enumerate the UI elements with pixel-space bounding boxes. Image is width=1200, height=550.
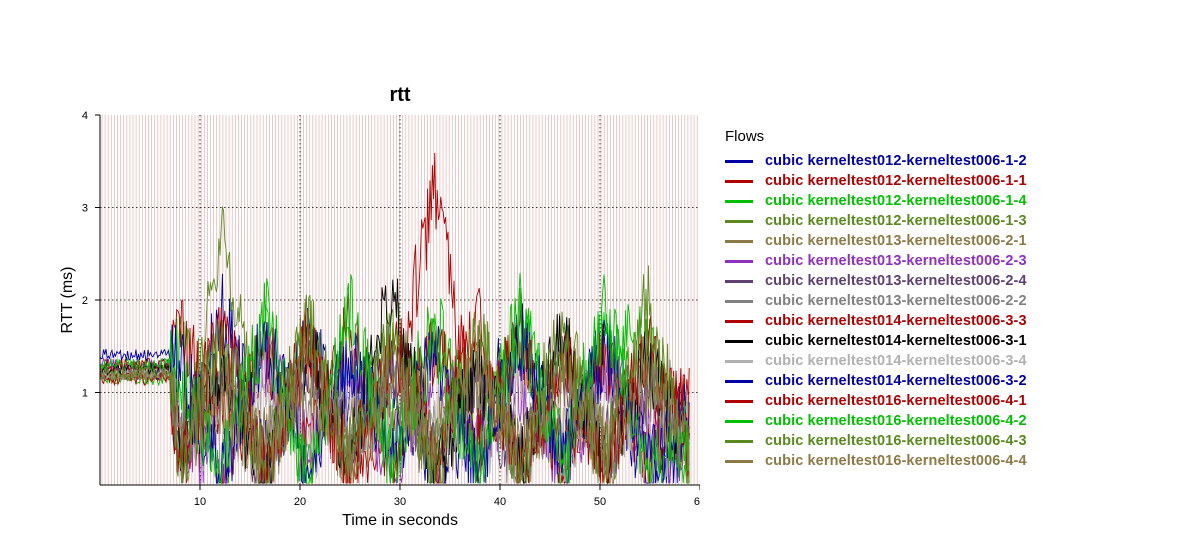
legend-item: cubic kerneltest012-kerneltest006-1-3 <box>725 211 1027 231</box>
legend-label: cubic kerneltest014-kerneltest006-3-4 <box>765 353 1027 369</box>
legend-item: cubic kerneltest013-kerneltest006-2-4 <box>725 271 1027 291</box>
legend-item: cubic kerneltest014-kerneltest006-3-1 <box>725 331 1027 351</box>
legend-label: cubic kerneltest012-kerneltest006-1-1 <box>765 173 1027 189</box>
legend-item: cubic kerneltest016-kerneltest006-4-1 <box>725 391 1027 411</box>
legend-swatch <box>725 399 753 403</box>
legend-item: cubic kerneltest016-kerneltest006-4-3 <box>725 431 1027 451</box>
legend-swatch <box>725 459 753 463</box>
series-line <box>99 274 690 485</box>
legend-label: cubic kerneltest012-kerneltest006-1-2 <box>765 153 1027 169</box>
legend-item: cubic kerneltest012-kerneltest006-1-2 <box>725 151 1027 171</box>
legend-swatch <box>725 299 753 303</box>
legend-item: cubic kerneltest014-kerneltest006-3-4 <box>725 351 1027 371</box>
legend-item: cubic kerneltest013-kerneltest006-2-2 <box>725 291 1027 311</box>
legend-items: cubic kerneltest012-kerneltest006-1-2 cub… <box>725 151 1027 471</box>
legend-item: cubic kerneltest012-kerneltest006-1-4 <box>725 191 1027 211</box>
legend-item: cubic kerneltest012-kerneltest006-1-1 <box>725 171 1027 191</box>
y-tick-label: 4 <box>82 110 88 122</box>
legend-label: cubic kerneltest014-kerneltest006-3-3 <box>765 313 1027 329</box>
x-tick-label: 20 <box>294 496 306 508</box>
legend-item: cubic kerneltest013-kerneltest006-2-3 <box>725 251 1027 271</box>
legend-swatch <box>725 259 753 263</box>
legend-item: cubic kerneltest016-kerneltest006-4-2 <box>725 411 1027 431</box>
x-tick-label: 60 <box>694 496 700 508</box>
legend-item: cubic kerneltest014-kerneltest006-3-3 <box>725 311 1027 331</box>
legend-swatch <box>725 199 753 203</box>
legend-swatch <box>725 359 753 363</box>
legend-item: cubic kerneltest013-kerneltest006-2-1 <box>725 231 1027 251</box>
chart-title: rtt <box>389 84 410 106</box>
legend-label: cubic kerneltest013-kerneltest006-2-4 <box>765 273 1027 289</box>
legend-swatch <box>725 159 753 163</box>
x-axis-label: Time in seconds <box>342 512 458 529</box>
legend-label: cubic kerneltest013-kerneltest006-2-1 <box>765 233 1027 249</box>
y-tick-label: 1 <box>82 388 88 400</box>
plot-area: 10 20 30 40 50 60 1 2 3 4 <box>82 110 700 508</box>
legend-label: cubic kerneltest016-kerneltest006-4-2 <box>765 413 1027 429</box>
legend-title: Flows <box>725 128 765 145</box>
legend-label: cubic kerneltest013-kerneltest006-2-3 <box>765 253 1027 269</box>
legend-swatch <box>725 239 753 243</box>
legend: Flows cubic kerneltest012-kerneltest006-… <box>725 128 1027 471</box>
legend-swatch <box>725 419 753 423</box>
x-tick-label: 50 <box>594 496 606 508</box>
legend-swatch <box>725 219 753 223</box>
data-series <box>99 152 690 485</box>
legend-label: cubic kerneltest014-kerneltest006-3-2 <box>765 373 1027 389</box>
y-tick-label: 2 <box>82 295 88 307</box>
legend-item: cubic kerneltest014-kerneltest006-3-2 <box>725 371 1027 391</box>
x-tick-label: 40 <box>494 496 506 508</box>
x-tick-label: 10 <box>194 496 206 508</box>
series-line <box>99 325 690 484</box>
legend-label: cubic kerneltest012-kerneltest006-1-4 <box>765 193 1027 209</box>
legend-swatch <box>725 439 753 443</box>
y-axis-label: RTT (ms) <box>59 267 76 334</box>
legend-label: cubic kerneltest016-kerneltest006-4-4 <box>765 453 1027 469</box>
x-tick-label: 30 <box>394 496 406 508</box>
legend-label: cubic kerneltest016-kerneltest006-4-3 <box>765 433 1027 449</box>
rtt-chart: rtt 10 20 30 40 50 60 1 2 3 4 Time in seconds RTT… <box>59 84 700 529</box>
legend-label: cubic kerneltest012-kerneltest006-1-3 <box>765 213 1027 229</box>
legend-swatch <box>725 379 753 383</box>
y-tick-label: 3 <box>82 203 88 215</box>
legend-swatch <box>725 319 753 323</box>
legend-swatch <box>725 339 753 343</box>
legend-label: cubic kerneltest013-kerneltest006-2-2 <box>765 293 1027 309</box>
legend-swatch <box>725 179 753 183</box>
legend-label: cubic kerneltest016-kerneltest006-4-1 <box>765 393 1027 409</box>
legend-label: cubic kerneltest014-kerneltest006-3-1 <box>765 333 1027 349</box>
legend-item: cubic kerneltest016-kerneltest006-4-4 <box>725 451 1027 471</box>
legend-swatch <box>725 279 753 283</box>
